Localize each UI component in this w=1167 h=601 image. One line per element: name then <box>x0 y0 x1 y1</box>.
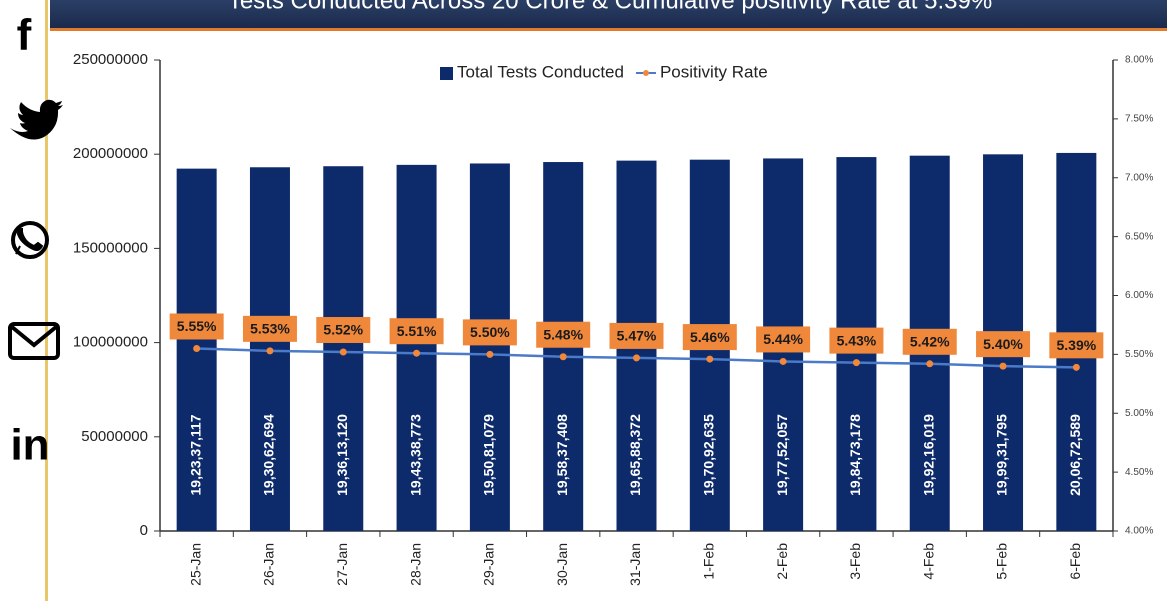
y2-tick-label: 7.00% <box>1125 172 1153 183</box>
x-tick-label: 30-Jan <box>554 543 570 586</box>
bar-value-label: 19,43,38,773 <box>407 414 423 496</box>
bar-value-label: 19,77,52,057 <box>774 414 790 496</box>
legend-label: Total Tests Conducted <box>457 62 624 81</box>
x-tick-label: 29-Jan <box>481 543 497 586</box>
sidebar-rule <box>45 0 48 601</box>
mail-glyph <box>10 325 58 348</box>
line-value-label: 5.46% <box>690 329 730 345</box>
line-marker <box>193 344 201 352</box>
x-tick-label: 1-Feb <box>701 543 717 580</box>
line-label-box <box>169 313 224 340</box>
y2-tick-label: 5.50% <box>1125 349 1153 360</box>
line-label-box <box>536 321 591 348</box>
line-label-box <box>242 315 297 342</box>
line-label-box <box>609 322 664 349</box>
line-label-box <box>976 331 1031 358</box>
line-value-label: 5.44% <box>763 331 803 347</box>
line-marker <box>926 360 934 368</box>
line-label-box <box>682 324 737 351</box>
y2-tick-label: 4.50% <box>1125 467 1153 478</box>
y-tick-label: 50000000 <box>81 428 148 445</box>
bar-value-label: 19,92,16,019 <box>920 414 936 496</box>
legend-marker <box>642 70 649 76</box>
x-tick-label: 27-Jan <box>334 543 350 586</box>
line-label-box <box>1049 332 1104 359</box>
line-marker <box>1072 363 1080 371</box>
line-marker <box>413 349 421 357</box>
x-tick-label: 28-Jan <box>407 543 423 586</box>
y-tick-label: 0 <box>140 522 148 539</box>
line-value-label: 5.53% <box>250 321 290 337</box>
x-tick-label: 25-Jan <box>187 543 203 586</box>
line-marker <box>999 362 1007 370</box>
line-marker <box>486 350 494 358</box>
line-marker <box>779 357 787 365</box>
x-tick-label: 26-Jan <box>261 543 277 586</box>
bar-value-label: 19,99,31,795 <box>994 414 1010 496</box>
x-tick-label: 3-Feb <box>847 543 863 580</box>
y-tick-label: 250000000 <box>73 51 148 68</box>
bar <box>396 164 437 531</box>
line-value-label: 5.40% <box>983 336 1023 352</box>
line-value-label: 5.48% <box>543 326 583 342</box>
banner-rule <box>50 28 1167 31</box>
twitter-icon[interactable] <box>10 99 63 140</box>
line-value-label: 5.43% <box>837 332 877 348</box>
bar-value-label: 19,23,37,117 <box>187 414 203 495</box>
x-tick-label: 31-Jan <box>627 543 643 586</box>
y-tick-label: 100000000 <box>73 334 148 351</box>
x-tick-label: 6-Feb <box>1067 543 1083 580</box>
bar-value-label: 19,70,92,635 <box>701 414 717 496</box>
line-marker <box>633 354 640 362</box>
y2-tick-label: 8.00% <box>1125 55 1153 66</box>
facebook-icon[interactable]: f <box>17 11 32 60</box>
bar-value-label: 20,06,72,589 <box>1067 414 1083 496</box>
y2-tick-label: 6.00% <box>1125 290 1153 301</box>
line-marker <box>852 359 860 367</box>
x-tick-label: 2-Feb <box>774 543 790 580</box>
legend-swatch <box>440 67 453 80</box>
line-label-box <box>462 319 517 346</box>
bar-value-label: 19,30,62,694 <box>261 414 277 496</box>
whatsapp-glyph <box>15 227 44 255</box>
y2-tick-label: 5.00% <box>1125 408 1153 419</box>
line-value-label: 5.52% <box>323 322 363 338</box>
whatsapp-icon[interactable] <box>11 221 49 259</box>
line-marker <box>706 355 714 363</box>
line-label-box <box>389 318 444 345</box>
mail-icon[interactable] <box>8 322 60 360</box>
line-value-label: 5.51% <box>397 323 437 339</box>
line-value-label: 5.47% <box>617 328 657 344</box>
y-tick-label: 150000000 <box>73 239 148 256</box>
linkedin-icon[interactable]: in <box>10 421 49 470</box>
y-tick-label: 200000000 <box>73 145 148 162</box>
line-value-label: 5.55% <box>177 318 217 334</box>
bar <box>469 163 510 531</box>
bar-value-label: 19,58,37,408 <box>554 414 570 496</box>
line-label-box <box>316 317 371 344</box>
x-tick-label: 5-Feb <box>994 543 1010 580</box>
bar-value-label: 19,50,81,079 <box>481 414 497 496</box>
y2-tick-label: 7.50% <box>1125 114 1153 125</box>
line-value-label: 5.50% <box>470 324 510 340</box>
line-marker <box>266 347 274 355</box>
bar-value-label: 19,84,73,178 <box>847 414 863 496</box>
line-marker <box>339 348 347 356</box>
line-value-label: 5.42% <box>910 333 950 349</box>
x-tick-label: 4-Feb <box>920 543 936 580</box>
line-label-box <box>829 327 884 354</box>
bar-value-label: 19,36,13,120 <box>334 414 350 496</box>
y2-tick-label: 6.50% <box>1125 231 1153 242</box>
title-banner <box>50 0 1167 28</box>
line-marker <box>559 353 567 361</box>
line-label-box <box>756 326 811 353</box>
line-value-label: 5.39% <box>1056 337 1096 353</box>
legend-label: Positivity Rate <box>660 62 768 81</box>
bar-value-label: 19,65,88,372 <box>627 414 643 496</box>
line-label-box <box>902 328 957 355</box>
chart-title: Tests Conducted Across 20 Crore & Cumula… <box>228 0 992 14</box>
y2-tick-label: 4.00% <box>1125 526 1153 537</box>
